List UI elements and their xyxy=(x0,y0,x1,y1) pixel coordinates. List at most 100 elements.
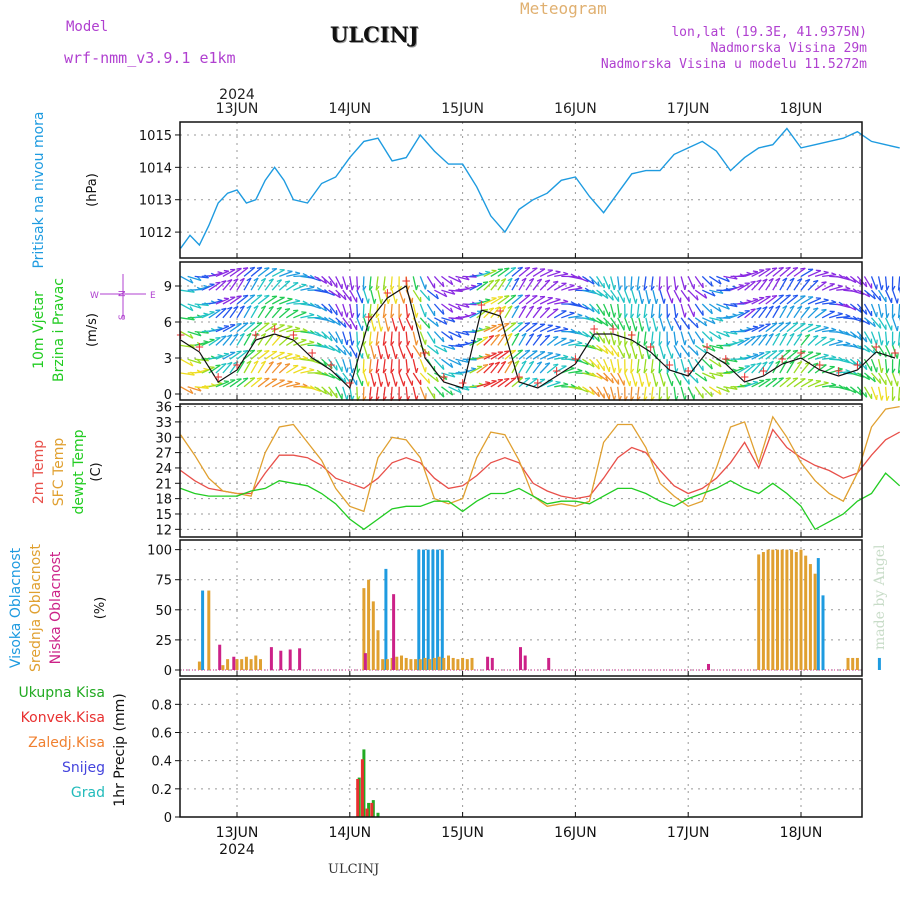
wind-arrow xyxy=(271,379,285,388)
wind-arrow-head xyxy=(521,360,527,365)
wind-arrow-head xyxy=(356,368,361,374)
wind-arrow-head xyxy=(864,392,868,398)
cloud-bar xyxy=(298,648,302,670)
wind-arrow xyxy=(384,317,389,332)
wind-arrow-head xyxy=(395,381,398,387)
cloud-axis-title-low: Niska Oblacnost xyxy=(48,551,64,664)
wind-arrow-head xyxy=(711,291,716,297)
wind-arrow-head xyxy=(494,333,500,338)
wind-arrow-head xyxy=(611,295,614,301)
wind-arrow xyxy=(857,344,871,353)
wind-arrow-head xyxy=(636,341,641,346)
wind-arrow xyxy=(849,275,862,286)
wind-arrow-head xyxy=(373,381,377,387)
wind-arrow-head xyxy=(335,392,338,399)
wind-gust-marker: + xyxy=(345,376,355,390)
wind-arrow xyxy=(617,386,621,401)
wind-arrow-head xyxy=(785,266,791,270)
wind-arrow xyxy=(758,351,771,360)
wind-arrow xyxy=(448,303,462,311)
wind-arrow-head xyxy=(485,381,491,384)
wind-arrow xyxy=(680,345,690,358)
wind-arrow xyxy=(765,377,778,388)
wind-arrow xyxy=(342,372,352,385)
wind-arrow xyxy=(321,358,333,370)
temp-axis-title-2m: 2m Temp xyxy=(31,440,47,504)
wind-arrow xyxy=(483,362,495,374)
cloud-bar xyxy=(456,659,460,670)
precip-legend-0: Ukupna Kisa xyxy=(18,685,105,701)
wind-arrow-head xyxy=(569,311,575,314)
wind-arrow xyxy=(349,372,358,386)
wind-gust-marker: + xyxy=(608,322,618,336)
wind-arrow xyxy=(271,334,283,346)
wind-arrow xyxy=(455,275,470,281)
wind-arrow-head xyxy=(875,339,878,345)
precip-legend-2: Zaledj.Kisa xyxy=(28,735,105,751)
wind-arrow xyxy=(772,322,785,333)
wind-arrow-head xyxy=(349,296,352,302)
wind-arrow-head xyxy=(203,284,209,288)
wind-arrow xyxy=(462,275,477,278)
wind-arrow xyxy=(878,372,887,386)
y-tick-label: 0.6 xyxy=(151,727,172,742)
wind-arrow xyxy=(511,305,520,319)
wind-arrow xyxy=(630,276,633,291)
wind-arrow xyxy=(857,372,871,381)
cloud-bar xyxy=(470,657,474,670)
wind-arrow-head xyxy=(746,271,752,275)
wind-arrow xyxy=(462,386,477,389)
cloud-bar xyxy=(447,655,450,670)
wind-arrow xyxy=(490,379,504,388)
wind-arrow xyxy=(208,337,221,346)
wind-arrow-head xyxy=(521,332,527,337)
wind-arrow-head xyxy=(718,279,722,285)
wind-arrow xyxy=(596,289,609,299)
wind-arrow xyxy=(490,361,501,374)
wind-arrow xyxy=(793,350,806,360)
wind-arrow-head xyxy=(301,311,307,314)
wind-arrow-head xyxy=(782,332,788,337)
wind-arrow xyxy=(836,343,851,347)
wind-arrow xyxy=(236,305,245,319)
wind-arrow xyxy=(822,329,837,333)
wind-arrow xyxy=(321,303,333,314)
wind-gust-marker: + xyxy=(834,364,844,378)
wind-arrow xyxy=(554,383,569,388)
wind-arrow xyxy=(709,317,724,322)
wind-arrow-head xyxy=(335,337,338,343)
cloud-bar xyxy=(414,659,418,670)
wind-arrow xyxy=(412,276,417,291)
wind-arrow-head xyxy=(845,369,851,373)
wind-arrow xyxy=(441,344,456,351)
wind-arrow xyxy=(349,359,353,374)
x-tick-label-bottom: 17JUN xyxy=(667,825,710,841)
wind-arrow xyxy=(553,365,567,374)
wind-arrow xyxy=(863,303,873,317)
cloud-series-low_cloud xyxy=(218,594,710,670)
wind-arrow xyxy=(624,317,631,332)
wind-arrow-head xyxy=(488,362,494,366)
wind-arrow xyxy=(286,300,301,305)
wind-arrow xyxy=(658,331,661,346)
wind-arrow-head xyxy=(555,325,561,328)
wind-arrow xyxy=(300,369,315,374)
wind-arrow-head xyxy=(264,294,270,297)
wind-arrow xyxy=(877,303,883,318)
wind-arrow-head xyxy=(249,377,255,380)
wind-arrow-head xyxy=(785,377,791,380)
wind-arrow-head xyxy=(591,334,595,340)
wind-arrow-head xyxy=(896,325,899,332)
precip-panel: 00.20.40.60.8 xyxy=(151,679,862,826)
wind-arrow-head xyxy=(756,362,762,365)
wind-arrow-head xyxy=(532,377,538,380)
wind-arrow-head xyxy=(380,381,384,387)
wind-arrow xyxy=(518,377,531,388)
wind-arrow xyxy=(546,298,561,305)
wind-arrow xyxy=(194,275,209,279)
wind-arrow-head xyxy=(762,278,768,282)
wind-arrow xyxy=(375,386,379,401)
wind-arrow xyxy=(215,353,230,360)
wind-arrow-head xyxy=(800,377,806,380)
wind-arrow-head xyxy=(762,361,768,365)
